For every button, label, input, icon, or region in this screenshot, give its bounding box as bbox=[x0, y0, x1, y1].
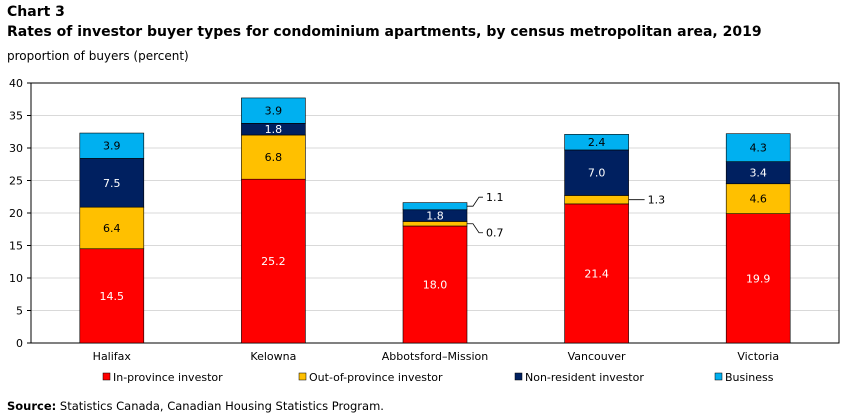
data-label: 1.8 bbox=[265, 123, 283, 136]
x-category-label: Vancouver bbox=[568, 350, 626, 363]
chart-title: Rates of investor buyer types for condom… bbox=[7, 24, 762, 40]
source-prefix: Source: bbox=[7, 399, 57, 413]
bar-segment bbox=[564, 203, 629, 344]
x-category-label: Halifax bbox=[93, 350, 132, 363]
y-tick-label: 35 bbox=[9, 110, 23, 123]
data-label: 6.4 bbox=[103, 222, 121, 235]
y-tick-label: 10 bbox=[9, 272, 23, 285]
data-label: 1.8 bbox=[426, 210, 444, 223]
data-label: 21.4 bbox=[584, 267, 609, 280]
legend-swatch bbox=[102, 372, 111, 381]
data-label: 2.4 bbox=[588, 136, 606, 149]
bar-segment bbox=[725, 133, 791, 162]
y-tick-label: 15 bbox=[9, 240, 23, 253]
legend-swatch bbox=[298, 372, 307, 381]
chart-label: Chart 3 bbox=[7, 4, 65, 20]
data-label: 7.5 bbox=[103, 177, 121, 190]
data-label: 7.0 bbox=[588, 167, 606, 180]
bar-segment bbox=[241, 134, 306, 180]
data-label: 4.6 bbox=[749, 193, 767, 206]
legend-label: Out-of-province investor bbox=[309, 371, 443, 384]
bar-segment bbox=[79, 132, 145, 159]
data-label: 19.9 bbox=[746, 272, 771, 285]
data-label: 1.3 bbox=[648, 194, 666, 207]
bar-segment bbox=[564, 149, 629, 196]
data-label: 4.3 bbox=[749, 142, 767, 155]
bar-segment bbox=[725, 213, 791, 344]
data-label: 6.8 bbox=[265, 151, 283, 164]
source-text: Statistics Canada, Canadian Housing Stat… bbox=[59, 399, 384, 413]
bar-segment bbox=[725, 183, 791, 214]
legend-swatch bbox=[514, 372, 523, 381]
data-label: 1.1 bbox=[486, 191, 504, 204]
y-axis-unit-label: proportion of buyers (percent) bbox=[7, 49, 189, 63]
y-tick-label: 0 bbox=[16, 337, 23, 350]
bar-segment bbox=[79, 158, 145, 208]
source-note: Source: Statistics Canada, Canadian Hous… bbox=[7, 399, 384, 413]
bar-segment bbox=[564, 134, 629, 151]
legend-label: Non-resident investor bbox=[525, 371, 644, 384]
data-label: 3.9 bbox=[265, 105, 283, 118]
legend-label: In-province investor bbox=[113, 371, 223, 384]
y-tick-label: 5 bbox=[16, 305, 23, 318]
bar-segment bbox=[564, 195, 629, 205]
y-tick-label: 40 bbox=[9, 77, 23, 90]
leader-line bbox=[467, 196, 483, 207]
bar-segment bbox=[241, 178, 306, 344]
y-tick-label: 30 bbox=[9, 142, 23, 155]
x-category-label: Kelowna bbox=[250, 350, 296, 363]
leader-line bbox=[467, 223, 483, 234]
data-label: 18.0 bbox=[423, 279, 448, 292]
data-label: 3.4 bbox=[749, 167, 767, 180]
x-category-label: Abbotsford–Mission bbox=[382, 350, 488, 363]
y-tick-label: 20 bbox=[9, 207, 23, 220]
data-label: 3.9 bbox=[103, 140, 121, 153]
data-label: 14.5 bbox=[100, 290, 125, 303]
data-label: 25.2 bbox=[261, 255, 286, 268]
x-category-label: Victoria bbox=[737, 350, 779, 363]
y-tick-label: 25 bbox=[9, 175, 23, 188]
legend-swatch bbox=[714, 372, 723, 381]
data-label: 0.7 bbox=[486, 227, 504, 240]
bar-segment bbox=[402, 225, 468, 344]
bar-segment bbox=[241, 97, 306, 124]
stacked-bar-chart: 0 5 10 15 20 25 30 35 40 14.5 6.4 7.5 3.9 Halifax 25.2… bbox=[9, 77, 840, 384]
legend-label: Business bbox=[725, 371, 774, 384]
